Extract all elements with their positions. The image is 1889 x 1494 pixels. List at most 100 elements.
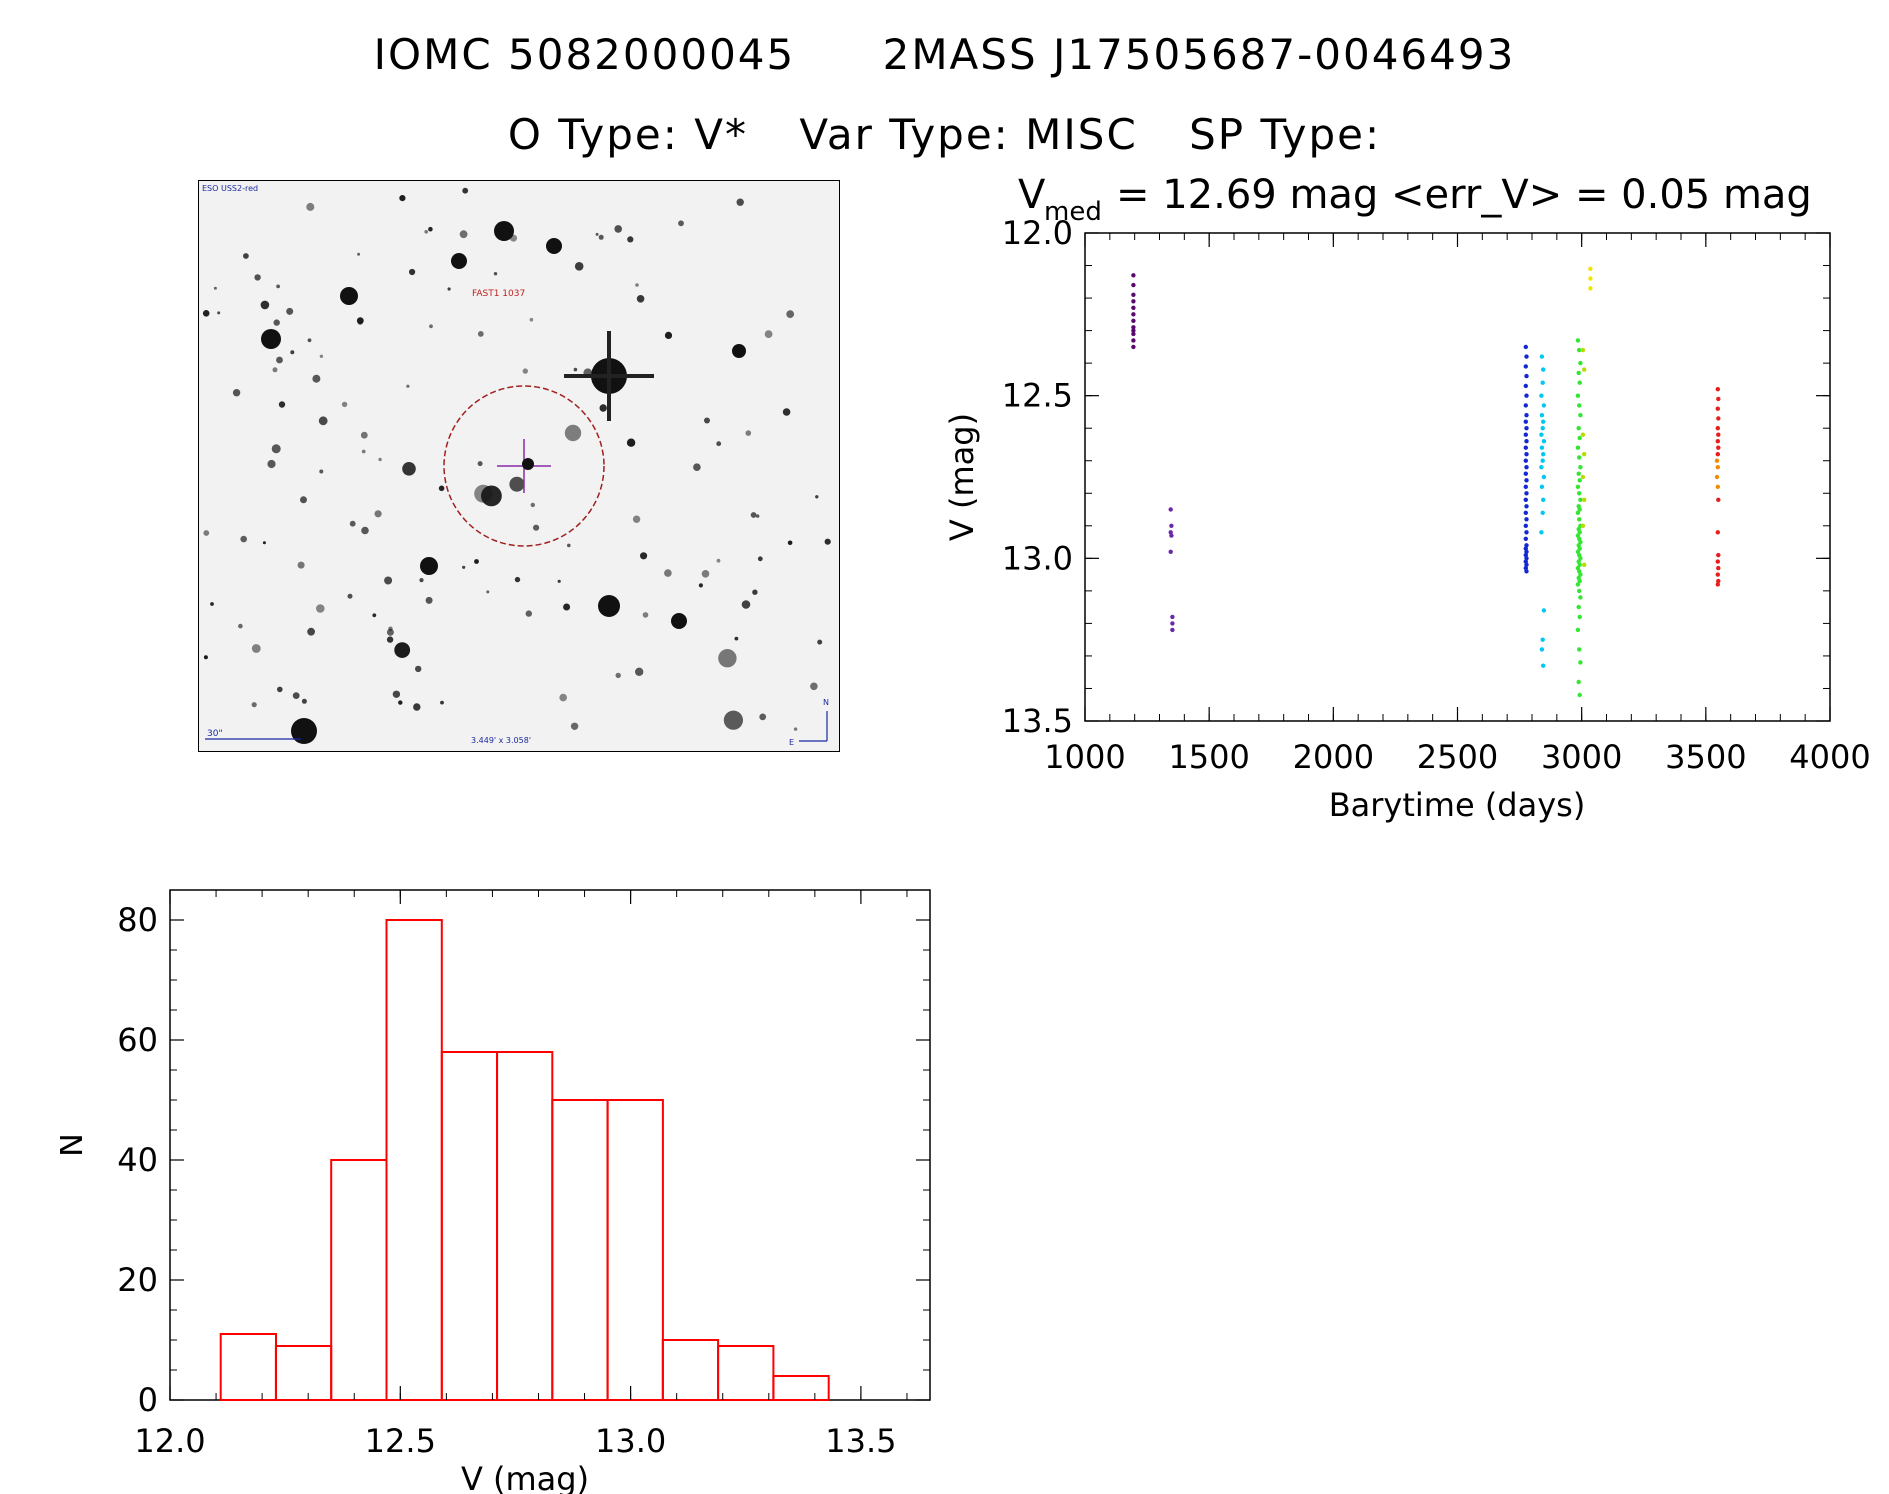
star <box>736 198 744 206</box>
light-curve-point <box>1575 338 1581 343</box>
x-tick-label: 12.5 <box>365 1422 436 1460</box>
light-curve-point <box>1170 627 1175 633</box>
x-tick-label: 2000 <box>1293 738 1374 776</box>
light-curve-point <box>1540 637 1545 642</box>
light-curve-point <box>1539 530 1544 535</box>
finder-chart-image: ESO USS2-red FAST1 1037 30" 3.449' x 3.0… <box>198 180 840 752</box>
star <box>640 552 648 560</box>
x-tick-label: 1500 <box>1168 738 1249 776</box>
star <box>546 238 562 254</box>
y-tick-label: 13.0 <box>1002 539 1073 577</box>
star <box>533 524 540 531</box>
light-curve-point <box>1524 373 1529 379</box>
light-curve-point <box>1541 474 1547 480</box>
light-curve-point <box>1131 312 1136 317</box>
star <box>598 234 604 240</box>
star <box>514 576 521 583</box>
histogram-bar <box>330 1159 388 1401</box>
star <box>271 444 281 454</box>
light-curve-point <box>1715 426 1720 431</box>
light-curve-point <box>1715 582 1720 587</box>
light-curve-point <box>1716 497 1721 502</box>
light-curve-point <box>1580 523 1586 528</box>
star <box>413 703 421 711</box>
star <box>261 329 281 349</box>
light-curve-point <box>1578 556 1583 561</box>
light-curve-point <box>1577 647 1582 652</box>
star <box>477 461 483 467</box>
light-curve-point <box>1539 432 1544 437</box>
bright-star <box>564 331 654 421</box>
star <box>793 727 798 731</box>
y-tick-label: 0 <box>138 1381 158 1419</box>
star <box>254 274 261 281</box>
survey-label: ESO USS2-red <box>202 184 258 193</box>
star <box>406 384 410 388</box>
light-curve-point <box>1588 286 1593 291</box>
star <box>635 283 639 287</box>
star <box>203 655 208 660</box>
light-curve-point <box>1523 432 1528 437</box>
star <box>693 463 701 472</box>
light-curve-point <box>1541 497 1546 502</box>
light-curve-point <box>1541 403 1547 408</box>
light-curve-point <box>1578 497 1583 502</box>
star <box>319 469 324 474</box>
size-label: 3.449' x 3.058' <box>471 736 531 745</box>
star <box>232 389 241 397</box>
star <box>563 603 571 611</box>
light-curve-point <box>1539 647 1545 652</box>
star <box>361 526 369 535</box>
light-curve-point <box>1524 530 1529 535</box>
star <box>276 356 283 364</box>
star <box>316 604 325 613</box>
title-identifiers: IOMC 5082000045 2MASS J17505687-0046493 <box>0 30 1889 79</box>
star <box>451 253 467 269</box>
star <box>386 628 394 636</box>
star <box>267 459 276 469</box>
star <box>361 449 366 454</box>
light-curve-point <box>1523 458 1528 463</box>
star <box>509 476 525 492</box>
star <box>428 226 433 232</box>
star <box>815 495 819 499</box>
star <box>573 367 578 372</box>
star <box>251 702 257 708</box>
star <box>360 431 368 439</box>
star <box>262 541 266 545</box>
star <box>664 569 672 577</box>
light-curve-point <box>1131 282 1136 288</box>
star <box>402 462 416 476</box>
light-curve-point <box>1582 452 1587 457</box>
light-curve-point <box>1539 354 1545 359</box>
light-curve-point <box>1170 614 1175 620</box>
star <box>424 230 428 234</box>
star <box>786 310 795 318</box>
light-curve-point <box>1524 478 1529 483</box>
star <box>203 530 210 536</box>
light-curve-title: V med = 12.69 mag <err_V> = 0.05 mag <box>1018 172 1812 227</box>
light-curve-point <box>1575 582 1581 587</box>
star <box>759 713 767 721</box>
star <box>398 700 403 705</box>
star <box>664 331 673 339</box>
star <box>462 187 469 194</box>
star <box>372 613 377 618</box>
star <box>425 596 433 604</box>
star <box>394 642 411 658</box>
star <box>306 202 315 211</box>
star <box>415 665 422 673</box>
light-curve-point <box>1523 523 1528 528</box>
star <box>598 595 620 617</box>
light-curve-point <box>1523 484 1528 489</box>
star <box>642 612 649 618</box>
light-curve-point <box>1541 367 1546 372</box>
light-curve-point <box>1715 484 1720 489</box>
star <box>392 690 401 698</box>
star <box>723 710 744 730</box>
star <box>384 576 393 585</box>
light-curve-point <box>1715 452 1720 457</box>
light-curve-point <box>1539 413 1545 418</box>
star <box>750 512 757 518</box>
light-curve-point <box>1577 455 1582 460</box>
